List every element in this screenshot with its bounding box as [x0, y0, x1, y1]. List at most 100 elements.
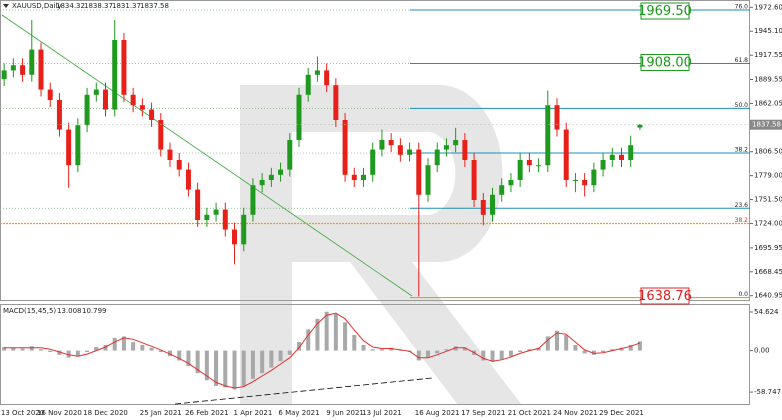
macd-bar [601, 350, 606, 352]
candle-body [499, 185, 505, 195]
candle-body [29, 49, 35, 75]
candle-body [84, 94, 90, 126]
candle-body [453, 140, 459, 146]
x-tick-label: 21 Oct 2021 [508, 409, 551, 417]
macd-value: 13.008 [57, 307, 82, 315]
candle-body [388, 140, 394, 146]
macd-bar [508, 350, 513, 357]
x-tick-label: 16 Aug 2021 [415, 409, 460, 417]
x-tick-label: 1 Apr 2021 [234, 409, 273, 417]
macd-bar [555, 330, 560, 351]
macd-bar [204, 350, 209, 381]
macd-bar [168, 350, 173, 357]
candle-body [296, 94, 302, 140]
watermark-stem [240, 85, 292, 405]
macd-y-tick-label: 0.00 [754, 347, 770, 355]
candle-body [628, 145, 634, 160]
macd-bar [416, 350, 421, 361]
macd-bar [426, 350, 431, 358]
y-tick-label: 1862.05 [754, 99, 782, 107]
current-price-box [750, 119, 782, 130]
x-tick-label: 9 Jun 2021 [326, 409, 364, 417]
x-tick-label: 13 Jul 2021 [362, 409, 402, 417]
candle-body [397, 145, 403, 155]
candle-body [213, 209, 219, 215]
candle-body [517, 160, 523, 180]
watermark-bowl [240, 85, 503, 262]
y-tick-label: 1751.50 [754, 196, 782, 204]
macd-bar [637, 341, 642, 351]
candle-body [333, 85, 339, 120]
macd-bar [453, 346, 458, 351]
macd-bar [250, 350, 255, 379]
price-box-label: 1638.76 [638, 289, 692, 304]
candle-body [10, 65, 16, 71]
macd-bar [39, 349, 44, 351]
macd-bar [343, 322, 348, 351]
macd-bar [269, 350, 274, 368]
watermark-leg [350, 262, 522, 405]
x-tick-label: 18 Dec 2020 [83, 409, 128, 417]
macd-bar [582, 350, 587, 354]
y-tick-label: 1889.55 [754, 76, 782, 84]
macd-bar [297, 342, 302, 351]
candle-body [167, 149, 173, 160]
candle-body [572, 180, 578, 181]
current-price-label: 1837.58 [752, 121, 781, 129]
candle-body [139, 105, 145, 110]
support-ratio: 38.2 [735, 217, 749, 224]
x-tick-label: 24 Nov 2021 [553, 409, 598, 417]
candle-body [545, 105, 551, 166]
candle-body [185, 169, 191, 190]
candle-body [425, 165, 431, 195]
macd-bar [149, 347, 154, 351]
candle-body [407, 149, 413, 155]
x-tick-label: 17 Sep 2021 [461, 409, 505, 417]
fib-ratio: 76.0 [735, 4, 749, 11]
candle-body [416, 149, 422, 195]
candle-body [259, 180, 265, 186]
fib-ratio: 50.0 [735, 102, 749, 109]
x-tick-label: 13 Oct 2020 [1, 409, 44, 417]
chart-title: XAUUSD,Daily [12, 2, 62, 10]
ohlc-open: 1834.32 [56, 2, 85, 10]
macd-bar [333, 313, 338, 351]
candle-body [1, 70, 7, 80]
macd-bar [287, 350, 292, 355]
y-tick-label: 1917.55 [754, 51, 782, 59]
macd-bar [352, 335, 357, 351]
macd-bar [241, 350, 246, 386]
macd-bar [186, 350, 191, 367]
candle-body [554, 105, 560, 130]
macd-bar [131, 342, 136, 351]
macd-bar [278, 350, 283, 362]
signal-value: 10.799 [82, 307, 107, 315]
candle-body [47, 89, 53, 100]
watermark [240, 85, 522, 405]
candle-body [480, 200, 486, 215]
candle-body [563, 129, 569, 180]
candle-body [582, 180, 588, 186]
ohlc-close: 1837.58 [140, 2, 169, 10]
macd-bar [195, 350, 200, 374]
macd-bar [545, 336, 550, 351]
candle-body [130, 94, 136, 106]
candle-body [195, 189, 201, 220]
y-tick-label: 1724.00 [754, 219, 782, 227]
macd-bar [370, 349, 375, 351]
macd-bar [158, 350, 163, 352]
macd-bar [103, 344, 108, 351]
macd-bar [177, 350, 182, 361]
candle-body [619, 154, 625, 160]
macd-bar [315, 318, 320, 351]
macd-bar [435, 350, 440, 354]
candle-body [93, 89, 99, 95]
candle-body [112, 40, 118, 110]
macd-bar [481, 350, 486, 361]
candle-body [324, 70, 330, 86]
candle-body [158, 120, 164, 150]
trend-line [1, 14, 413, 297]
candle-body [536, 165, 542, 167]
